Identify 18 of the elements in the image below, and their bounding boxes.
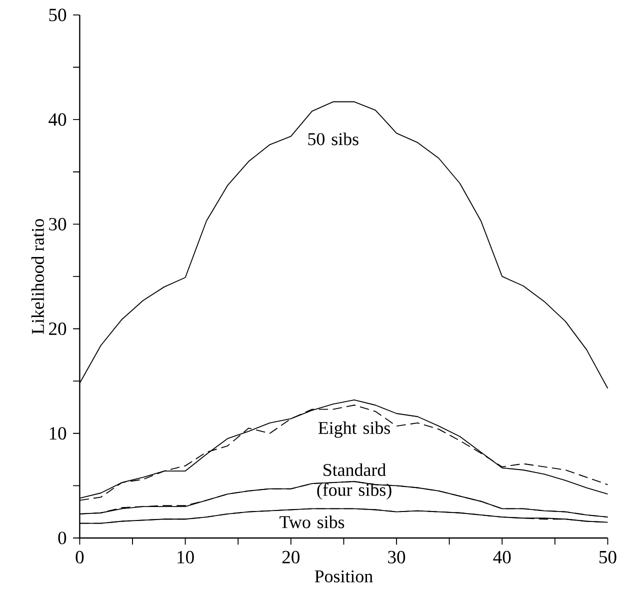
x-tick-label: 0 [76,550,84,564]
series-label: Two sibs [280,516,344,528]
y-tick-label: 10 [50,427,66,440]
x-tick-label: 20 [282,550,300,564]
y-tick-label: 0 [58,532,66,544]
y-tick-label: 40 [48,113,66,126]
y-axis-title: Likelihood ratio [31,219,44,334]
y-tick-label: 50 [49,8,66,22]
x-tick-label: 10 [178,550,194,564]
y-tick-label: 20 [49,322,66,336]
series-label: 50 sibs [308,132,358,146]
x-tick-label: 50 [600,550,616,564]
series-label: Standard (four sibs) [317,464,392,500]
x-axis-title: Position [314,570,373,582]
x-tick-label: 30 [388,550,406,564]
y-tick-label: 30 [49,218,66,231]
series-label: Eight sibs [318,422,390,438]
x-tick-label: 40 [493,550,511,564]
